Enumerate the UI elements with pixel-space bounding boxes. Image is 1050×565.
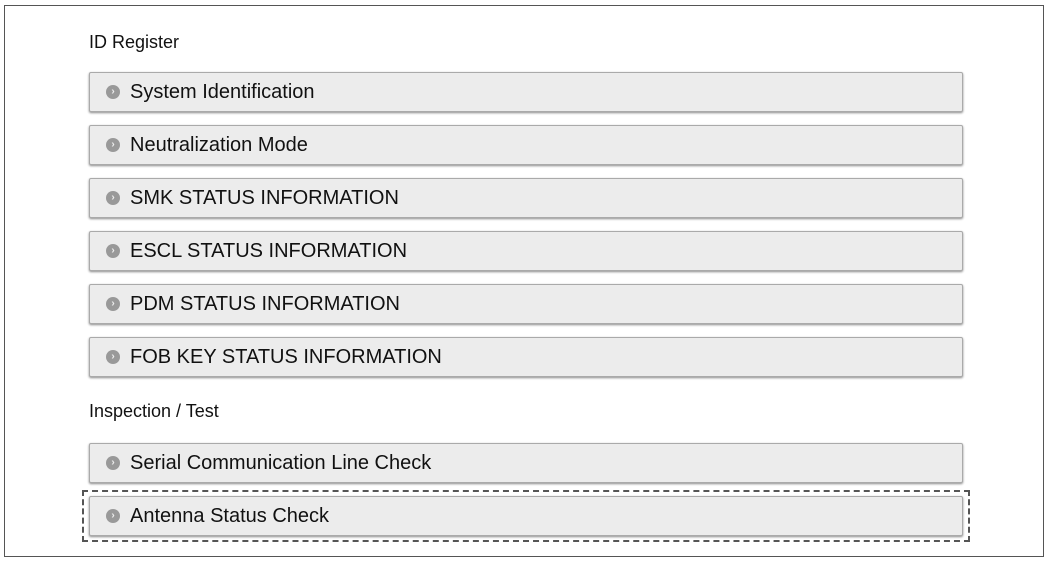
- button-label: SMK STATUS INFORMATION: [130, 186, 399, 209]
- arrow-right-circle-icon: ›: [106, 350, 120, 364]
- fob-key-status-button[interactable]: › FOB KEY STATUS INFORMATION: [89, 337, 963, 377]
- button-label: Neutralization Mode: [130, 133, 308, 156]
- serial-communication-check-button[interactable]: › Serial Communication Line Check: [89, 443, 963, 483]
- pdm-status-button[interactable]: › PDM STATUS INFORMATION: [89, 284, 963, 324]
- escl-status-button[interactable]: › ESCL STATUS INFORMATION: [89, 231, 963, 271]
- neutralization-mode-button[interactable]: › Neutralization Mode: [89, 125, 963, 165]
- arrow-right-circle-icon: ›: [106, 138, 120, 152]
- system-identification-button[interactable]: › System Identification: [89, 72, 963, 112]
- arrow-right-circle-icon: ›: [106, 297, 120, 311]
- button-label: Antenna Status Check: [130, 504, 330, 527]
- section-title-inspection-test: Inspection / Test: [89, 401, 219, 421]
- arrow-right-circle-icon: ›: [106, 456, 120, 470]
- smk-status-button[interactable]: › SMK STATUS INFORMATION: [89, 178, 963, 218]
- arrow-right-circle-icon: ›: [106, 191, 120, 205]
- button-label: System Identification: [130, 80, 315, 103]
- main-panel: [4, 5, 1044, 557]
- arrow-right-circle-icon: ›: [106, 85, 120, 99]
- button-label: Serial Communication Line Check: [130, 451, 432, 474]
- focus-outline: [82, 490, 970, 542]
- arrow-right-circle-icon: ›: [106, 244, 120, 258]
- button-label: PDM STATUS INFORMATION: [130, 292, 400, 315]
- button-label: ESCL STATUS INFORMATION: [130, 239, 408, 262]
- antenna-status-check-button[interactable]: › Antenna Status Check: [89, 496, 963, 536]
- section-title-id-register: ID Register: [89, 32, 180, 52]
- button-label: FOB KEY STATUS INFORMATION: [130, 345, 442, 368]
- arrow-right-circle-icon: ›: [106, 509, 120, 523]
